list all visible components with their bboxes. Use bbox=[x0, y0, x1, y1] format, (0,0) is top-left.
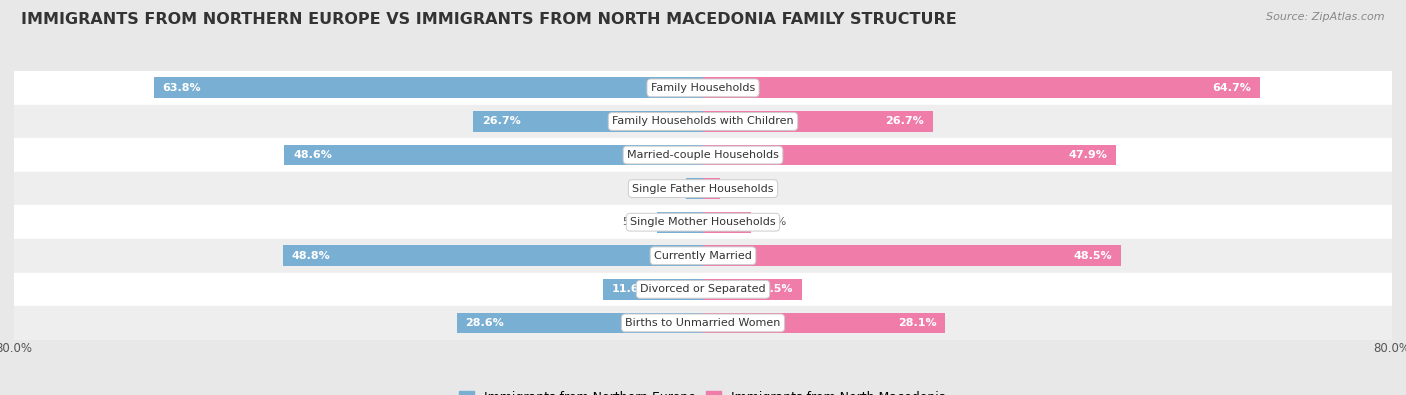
Text: Family Households with Children: Family Households with Children bbox=[612, 117, 794, 126]
Text: 26.7%: 26.7% bbox=[886, 117, 924, 126]
Text: Births to Unmarried Women: Births to Unmarried Women bbox=[626, 318, 780, 328]
Text: Currently Married: Currently Married bbox=[654, 251, 752, 261]
Text: 48.8%: 48.8% bbox=[291, 251, 330, 261]
Bar bbox=[703, 279, 801, 300]
Text: 63.8%: 63.8% bbox=[162, 83, 201, 93]
Bar bbox=[703, 145, 1115, 166]
Bar bbox=[14, 205, 1392, 239]
Bar bbox=[703, 245, 1121, 266]
Text: Family Households: Family Households bbox=[651, 83, 755, 93]
Text: 47.9%: 47.9% bbox=[1069, 150, 1107, 160]
Bar bbox=[283, 245, 703, 266]
Text: 5.3%: 5.3% bbox=[623, 217, 651, 227]
Bar bbox=[686, 178, 703, 199]
Bar bbox=[14, 273, 1392, 306]
Bar bbox=[284, 145, 703, 166]
Bar bbox=[703, 212, 751, 233]
Bar bbox=[153, 77, 703, 98]
Text: 26.7%: 26.7% bbox=[482, 117, 520, 126]
Bar bbox=[703, 77, 1260, 98]
Bar bbox=[703, 111, 934, 132]
Bar bbox=[658, 212, 703, 233]
Bar bbox=[14, 239, 1392, 273]
Bar bbox=[14, 138, 1392, 172]
Bar bbox=[703, 178, 720, 199]
Text: 11.6%: 11.6% bbox=[612, 284, 651, 294]
Text: Divorced or Separated: Divorced or Separated bbox=[640, 284, 766, 294]
Bar bbox=[472, 111, 703, 132]
Text: 5.6%: 5.6% bbox=[758, 217, 786, 227]
Bar bbox=[14, 306, 1392, 340]
Text: 2.0%: 2.0% bbox=[651, 184, 679, 194]
Bar bbox=[603, 279, 703, 300]
Bar bbox=[703, 312, 945, 333]
Bar bbox=[14, 105, 1392, 138]
Legend: Immigrants from Northern Europe, Immigrants from North Macedonia: Immigrants from Northern Europe, Immigra… bbox=[454, 386, 952, 395]
Bar bbox=[14, 71, 1392, 105]
Text: IMMIGRANTS FROM NORTHERN EUROPE VS IMMIGRANTS FROM NORTH MACEDONIA FAMILY STRUCT: IMMIGRANTS FROM NORTHERN EUROPE VS IMMIG… bbox=[21, 12, 957, 27]
Text: 48.5%: 48.5% bbox=[1073, 251, 1112, 261]
Text: Source: ZipAtlas.com: Source: ZipAtlas.com bbox=[1267, 12, 1385, 22]
Text: 64.7%: 64.7% bbox=[1213, 83, 1251, 93]
Bar bbox=[457, 312, 703, 333]
Text: Married-couple Households: Married-couple Households bbox=[627, 150, 779, 160]
Text: 2.0%: 2.0% bbox=[727, 184, 755, 194]
Text: 11.5%: 11.5% bbox=[755, 284, 793, 294]
Text: Single Father Households: Single Father Households bbox=[633, 184, 773, 194]
Text: 28.6%: 28.6% bbox=[465, 318, 505, 328]
Text: Single Mother Households: Single Mother Households bbox=[630, 217, 776, 227]
Text: 48.6%: 48.6% bbox=[292, 150, 332, 160]
Bar bbox=[14, 172, 1392, 205]
Text: 28.1%: 28.1% bbox=[898, 318, 936, 328]
